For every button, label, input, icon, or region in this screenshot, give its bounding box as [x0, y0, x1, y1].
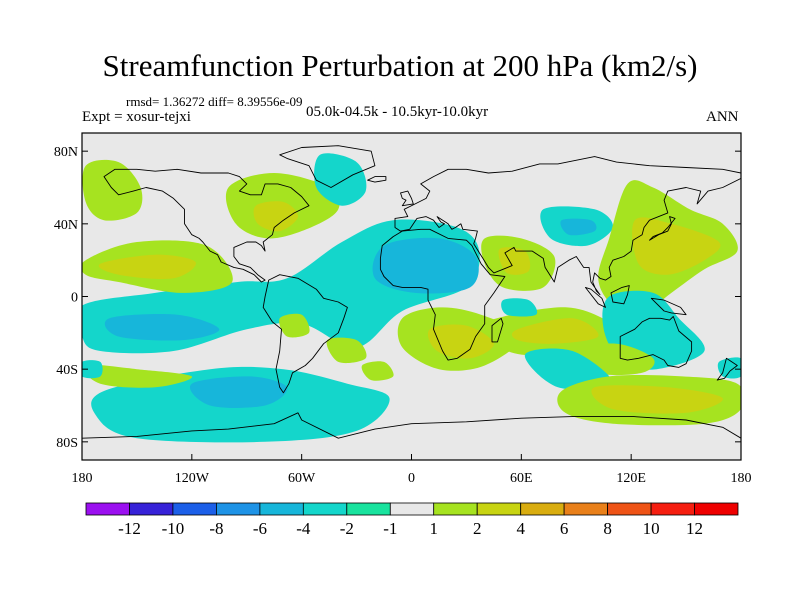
period-label: 05.0k-04.5k - 10.5kyr-10.0kyr — [306, 104, 489, 120]
stats-text: rmsd= 1.36272 diff= 8.39556e-09 — [126, 94, 303, 109]
contour-greenland-negative — [314, 153, 367, 206]
coastline-greenland — [279, 145, 376, 188]
colorbar-label: 1 — [429, 519, 438, 538]
y-tick-label: 0 — [71, 291, 78, 306]
colorbar-box — [346, 502, 391, 516]
colorbar-label: -2 — [340, 519, 354, 538]
colorbar-box — [129, 502, 174, 516]
x-tick-label: 60E — [510, 471, 533, 486]
colorbar-label: 10 — [643, 519, 660, 538]
season-label: ANN — [706, 109, 739, 125]
contour-south-atlantic-blob-positive — [361, 361, 394, 381]
x-tick-label: 120E — [616, 471, 646, 486]
x-tick-label: 180 — [731, 471, 752, 486]
y-tick-label: 40S — [56, 363, 78, 378]
coastline-madagascar — [491, 317, 504, 343]
coastline-australia — [619, 316, 693, 368]
contour-fields — [82, 153, 741, 443]
colorbar-box — [215, 502, 261, 516]
coastline-antarctica — [82, 412, 741, 439]
contour-north-atlantic-positive-core — [253, 201, 299, 232]
colorbar-box — [259, 502, 304, 516]
coastline-borneo — [610, 285, 630, 305]
colorbar-label: -10 — [162, 519, 185, 538]
colorbar-box — [389, 502, 435, 516]
colorbar-label: -12 — [118, 519, 141, 538]
axis-ticks: 180 120W 60W 0 60E 120E 180 80N 40N 0 40S 80S — [54, 145, 752, 486]
colorbar-label: 2 — [473, 519, 482, 538]
colorbar-label: 4 — [516, 519, 525, 538]
colorbar-box — [563, 502, 608, 516]
colorbar-label: 6 — [560, 519, 569, 538]
colorbar-label: 8 — [603, 519, 612, 538]
x-tick-label: 0 — [408, 471, 415, 486]
coastlines — [82, 145, 741, 439]
y-tick-label: 40N — [54, 218, 78, 233]
colorbar-box — [520, 502, 565, 516]
map-plot — [82, 133, 741, 460]
coastline-africa — [379, 228, 506, 361]
contour-north-pacific-positive — [82, 159, 143, 221]
colorbar-box — [476, 502, 522, 516]
coastline-new-guinea — [650, 297, 687, 316]
y-tick-label: 80S — [56, 436, 78, 451]
coastline-iceland — [367, 176, 387, 183]
coastline-japan — [649, 216, 676, 241]
x-tick-label: 120W — [175, 471, 210, 486]
x-tick-label: 180 — [72, 471, 93, 486]
x-tick-label: 60W — [288, 471, 316, 486]
contour-southern-ocean-positive-core — [591, 385, 723, 414]
contour-east-pacific-positive-core — [98, 254, 196, 280]
coastline-new-zealand — [716, 357, 738, 381]
experiment-label: Expt = xosur-tejxi — [82, 109, 191, 125]
chart-title: Streamfunction Perturbation at 200 hPa (… — [102, 48, 698, 83]
colorbar-label: -6 — [253, 519, 267, 538]
contour-south-pacific-negative-core — [104, 313, 220, 341]
contour-south-indian-negative — [524, 348, 614, 390]
contour-indian-ocean-positive-core — [511, 318, 599, 344]
colorbar-box — [694, 502, 739, 516]
contour-east-asia-positive-core — [632, 217, 721, 275]
contour-west-pacific-south-negative — [82, 360, 103, 379]
colorbar-box — [433, 502, 478, 516]
colorbar-label: 12 — [686, 519, 703, 538]
coastline-britain — [400, 190, 414, 207]
contour-southern-africa-positive-core — [427, 324, 494, 359]
contour-central-asia-negative-core — [560, 218, 597, 236]
coastline-eurasia — [394, 156, 741, 296]
colorbar-box — [172, 502, 217, 516]
coastline-sumatra — [584, 286, 606, 308]
colorbar-box — [650, 502, 695, 516]
contour-south-american-positive — [279, 313, 310, 338]
colorbar-label: -1 — [383, 519, 397, 538]
colorbar: -12 -10 -8 -6 -4 -2 -1 1 2 4 6 8 10 12 — [85, 502, 739, 538]
colorbar-box — [302, 502, 348, 516]
contour-drake-negative-core — [189, 376, 288, 408]
colorbar-label: -8 — [209, 519, 223, 538]
colorbar-label: -4 — [296, 519, 311, 538]
y-tick-label: 80N — [54, 145, 78, 160]
contour-indian-east-negative — [501, 298, 538, 317]
colorbar-box — [607, 502, 652, 516]
contour-africa-negative-core — [372, 237, 479, 294]
colorbar-box — [85, 502, 130, 516]
contour-dateline-south-negative — [717, 357, 741, 379]
contour-south-atlantic-positive — [326, 337, 367, 364]
contour-south-pacific-positive — [83, 364, 193, 388]
coastline-north-america — [103, 168, 310, 283]
coastline-south-america — [262, 274, 348, 394]
